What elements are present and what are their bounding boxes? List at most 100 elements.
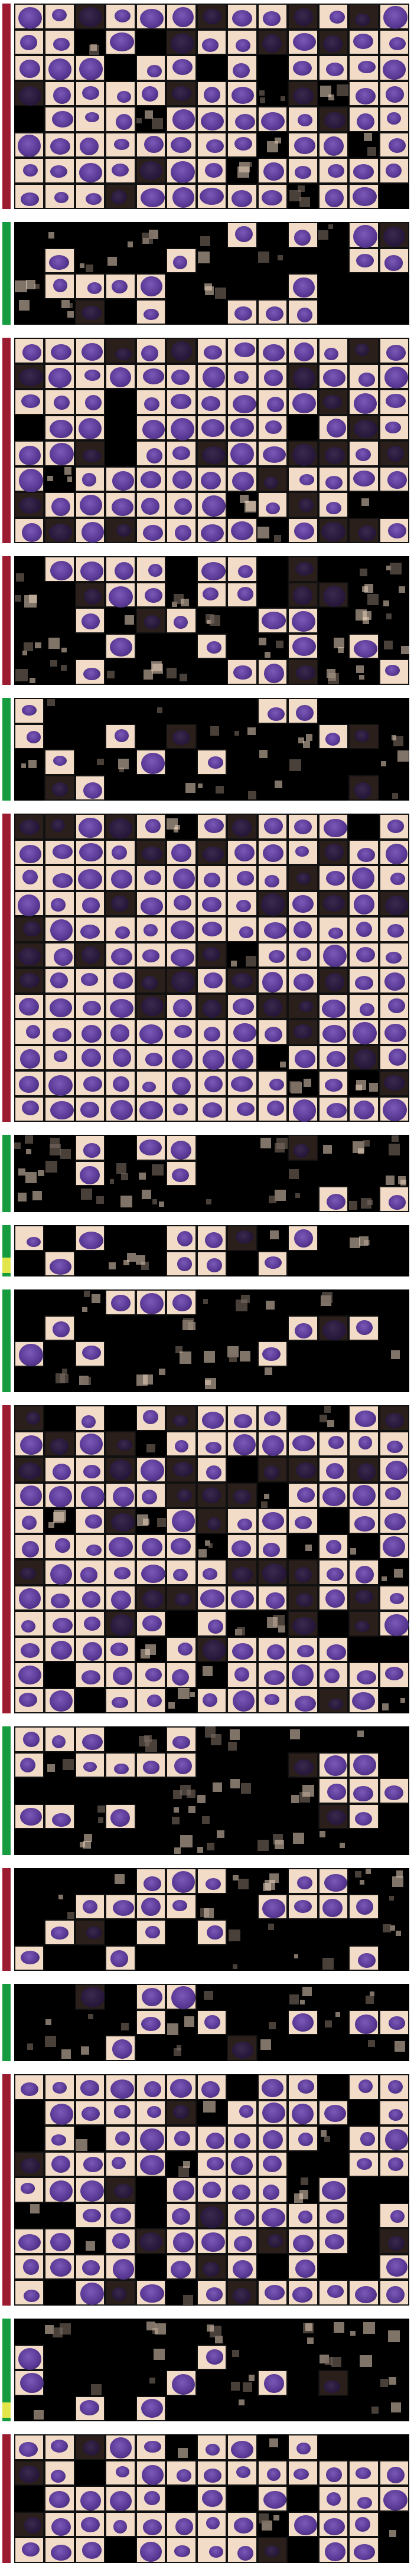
cell-nucleus — [294, 1900, 312, 1914]
cell-tile — [166, 1135, 197, 1161]
cell-tile — [105, 106, 136, 132]
cell-tile — [74, 1533, 106, 1559]
cell-tile — [288, 299, 318, 325]
cell-tile — [348, 775, 379, 801]
cell-nucleus — [292, 60, 312, 76]
cell-tile — [318, 582, 349, 608]
cell-nucleus — [325, 2542, 345, 2562]
cell-tile — [227, 414, 257, 440]
cell-nucleus — [80, 1102, 99, 1118]
cell-nucleus — [265, 306, 283, 322]
debris-speck — [302, 740, 310, 748]
cell-tile — [14, 2280, 45, 2306]
cell-nucleus — [387, 445, 405, 462]
cell-tile — [14, 4, 45, 30]
cell-nucleus — [354, 1100, 374, 1119]
cell-nucleus — [358, 525, 377, 541]
cell-nucleus — [144, 924, 158, 937]
cell-nucleus — [353, 1785, 373, 1802]
cell-tile — [196, 80, 227, 106]
cell-tile — [166, 1868, 197, 1894]
cell-nucleus — [323, 395, 342, 409]
cell-tile — [379, 814, 409, 840]
cell-tile — [14, 1803, 45, 1830]
cell-tile — [74, 1457, 106, 1483]
cell-tile — [74, 942, 106, 968]
cell-nucleus — [50, 1101, 74, 1120]
cell-tile — [105, 890, 136, 916]
cell-tile — [318, 29, 349, 55]
cell-nucleus — [234, 2208, 255, 2226]
cell-nucleus — [79, 57, 103, 80]
class-bar-marker — [2, 2544, 11, 2559]
cell-tile — [348, 2009, 379, 2036]
cell-nucleus — [206, 2349, 223, 2365]
cell-nucleus — [292, 636, 317, 657]
cell-nucleus — [294, 137, 315, 155]
cell-tile — [105, 2228, 136, 2254]
cell-tile — [257, 659, 288, 685]
debris-speck — [388, 1143, 400, 1155]
cell-tile — [74, 1019, 106, 1045]
cell-tile — [379, 2486, 409, 2512]
cell-tile — [288, 2009, 318, 2036]
cell-nucleus — [322, 1320, 346, 1340]
debris-speck — [119, 767, 124, 772]
cell-tile — [379, 2100, 409, 2126]
cell-panel — [0, 2434, 414, 2563]
cell-nucleus — [206, 2287, 223, 2302]
debris-speck — [392, 793, 398, 799]
cell-tile — [196, 1508, 227, 1534]
cell-tile — [227, 2511, 257, 2538]
cell-tile — [318, 517, 349, 543]
cell-nucleus — [80, 2080, 99, 2096]
cell-panel — [0, 338, 414, 543]
cell-tile — [379, 158, 409, 184]
cell-tile — [135, 183, 167, 209]
cell-nucleus — [50, 2104, 73, 2125]
cell-tile — [135, 1559, 167, 1585]
debris-speck — [204, 1908, 214, 1918]
cell-nucleus — [19, 845, 42, 864]
cell-tile — [14, 1611, 45, 1637]
debris-speck — [106, 671, 115, 679]
cell-nucleus — [53, 1464, 71, 1481]
cell-tile — [135, 440, 167, 466]
cell-nucleus — [353, 224, 377, 249]
cell-nucleus — [177, 1642, 193, 1656]
debris-speck — [127, 241, 133, 247]
class-bar — [2, 698, 11, 801]
cell-tile — [74, 1096, 106, 1122]
cell-nucleus — [323, 586, 346, 608]
debris-speck — [324, 1406, 331, 1413]
cell-nucleus — [322, 35, 343, 53]
cell-nucleus — [110, 1460, 132, 1480]
cell-tile — [166, 1289, 197, 1315]
cell-tile — [379, 363, 409, 389]
debris-speck — [357, 1730, 364, 1737]
cell-nucleus — [51, 1594, 70, 1608]
cell-tile — [74, 582, 106, 608]
cell-nucleus — [174, 1439, 188, 1453]
cell-nucleus — [21, 394, 40, 409]
debris-speck — [136, 118, 142, 124]
cell-nucleus — [231, 972, 253, 989]
cell-nucleus — [236, 1230, 253, 1243]
cell-nucleus — [50, 1438, 69, 1455]
cell-tile — [14, 839, 45, 865]
cell-nucleus — [142, 949, 159, 962]
cell-nucleus — [113, 2184, 133, 2198]
cell-tile — [166, 2126, 197, 2151]
cell-nucleus — [51, 2155, 71, 2173]
debris-speck — [80, 1842, 86, 1848]
debris-speck — [15, 595, 21, 602]
debris-speck — [176, 2045, 182, 2051]
cell-tile — [257, 2370, 288, 2396]
cell-nucleus — [234, 2518, 253, 2533]
cell-nucleus — [263, 663, 285, 684]
debris-speck — [392, 1135, 399, 1142]
cell-nucleus — [204, 818, 224, 833]
cell-tile — [227, 659, 257, 685]
debris-speck — [290, 1729, 301, 1740]
debris-speck — [167, 2023, 179, 2035]
